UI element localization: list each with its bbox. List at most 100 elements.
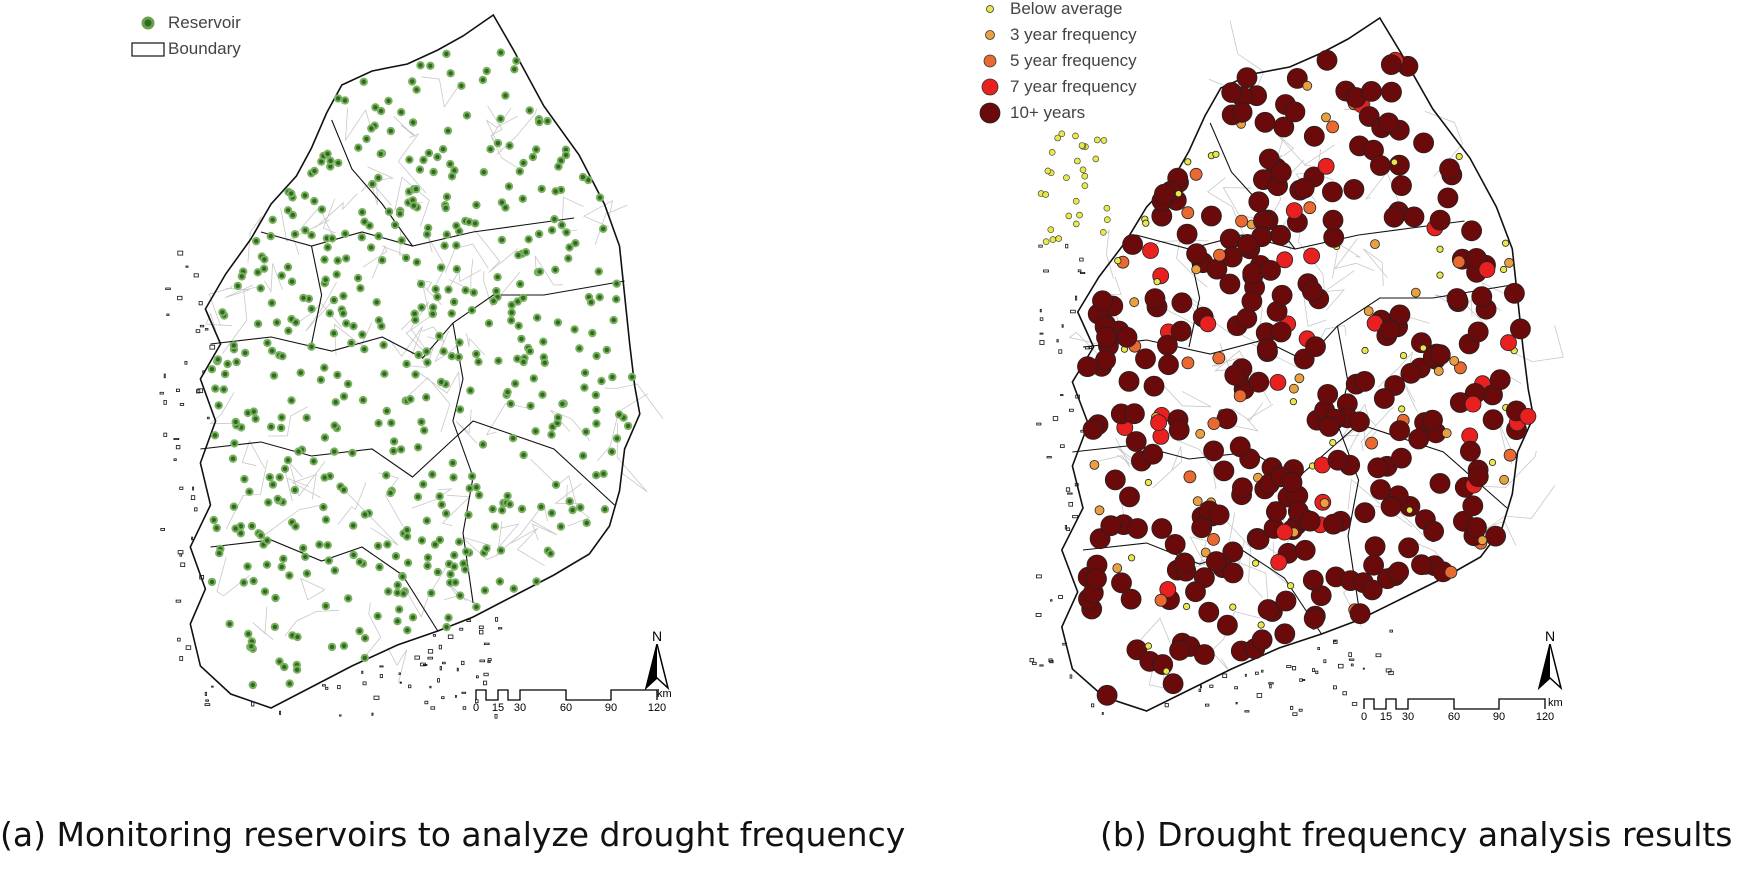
legend-label: 7 year frequency (1010, 77, 1137, 96)
reservoir-marker (341, 229, 350, 239)
10yr-marker (1321, 181, 1343, 203)
district-line (448, 259, 474, 291)
reservoir-marker (277, 271, 286, 280)
10yr-marker (1256, 338, 1278, 360)
reservoir-marker (290, 230, 300, 239)
reservoir-marker (609, 315, 618, 325)
10yr-marker (1216, 408, 1238, 430)
10yr-marker (1305, 336, 1326, 358)
7yr-dot-icon (970, 74, 1010, 100)
island (1244, 710, 1250, 713)
5yr-marker (1235, 214, 1249, 228)
reservoir-marker (264, 498, 273, 507)
scale-bar-graphic (1363, 698, 1546, 710)
reservoir-marker (540, 358, 549, 367)
island (422, 664, 428, 666)
reservoir-marker (358, 208, 367, 217)
below-average-marker (1436, 245, 1444, 253)
reservoir-marker (368, 179, 377, 189)
reservoir-marker (384, 587, 393, 596)
district-line (445, 580, 467, 602)
reservoir-marker (532, 577, 541, 586)
reservoir-marker (435, 535, 445, 545)
reservoir-marker (546, 549, 555, 558)
island (1072, 515, 1078, 519)
reservoir-marker (299, 293, 308, 303)
reservoir-marker (309, 457, 318, 466)
10yr-marker (1467, 321, 1489, 343)
10yr-marker (1361, 81, 1382, 102)
10yr-marker (1168, 419, 1190, 441)
10yr-marker (1224, 364, 1246, 386)
reservoir-marker (374, 173, 383, 183)
island (1035, 613, 1042, 617)
10yr-marker (1504, 282, 1525, 304)
reservoir-marker (497, 506, 507, 515)
island (1350, 663, 1354, 667)
island (479, 659, 486, 663)
scale-bar: 0 15 30 60 90 120 km (1358, 695, 1563, 735)
reservoir-marker (403, 558, 413, 567)
reservoir-marker (576, 503, 585, 512)
island (1234, 686, 1238, 690)
reservoir-marker (561, 150, 571, 160)
10yr-marker (1294, 539, 1316, 561)
reservoir-marker (287, 396, 296, 405)
reservoir-marker (455, 227, 464, 236)
district-line (1105, 229, 1114, 279)
reservoir-marker (435, 331, 444, 341)
reservoir-marker (457, 81, 466, 91)
reservoir-marker (287, 189, 296, 198)
district-line (284, 471, 310, 502)
reservoir-marker (252, 236, 261, 246)
reservoir-marker (443, 126, 453, 136)
reservoir-marker (247, 521, 257, 531)
reservoir-dot-icon (128, 10, 168, 36)
legend-item-7yr: 7 year frequency (970, 74, 1137, 100)
reservoir-marker (586, 298, 596, 307)
island (462, 706, 467, 710)
7yr-marker (1275, 523, 1293, 541)
island (204, 703, 211, 706)
below-average-marker (1229, 603, 1237, 611)
reservoir-marker (510, 65, 519, 74)
below-average-marker (1081, 182, 1089, 189)
island (1348, 658, 1355, 661)
island (1256, 693, 1263, 698)
reservoir-marker (223, 359, 232, 369)
reservoir-marker (386, 126, 395, 136)
below-average-marker (1144, 642, 1152, 650)
reservoir-marker (435, 492, 444, 501)
reservoir-marker (402, 359, 411, 369)
district-line (264, 263, 283, 293)
10yr-marker (1156, 334, 1178, 356)
reservoir-marker (321, 601, 330, 611)
below-average-marker (1104, 216, 1111, 223)
reservoir-marker (353, 273, 363, 283)
island (195, 329, 201, 333)
reservoir-marker (372, 298, 381, 307)
island (1039, 664, 1044, 667)
reservoir-marker (416, 279, 426, 289)
reservoir-marker (395, 209, 405, 218)
5yr-marker (1181, 356, 1195, 370)
5yr-marker (1326, 120, 1340, 134)
below-average-marker (1405, 506, 1414, 514)
reservoir-marker (360, 653, 369, 663)
below-average-marker (1142, 219, 1150, 227)
reservoir-marker (537, 502, 546, 511)
10yr-marker (1299, 510, 1321, 532)
drought-frequency-markers (1037, 49, 1537, 706)
10yr-marker (1381, 81, 1402, 103)
reservoir-marker (592, 351, 601, 361)
reservoir-marker (393, 580, 402, 590)
10yr-marker (1467, 466, 1489, 488)
below-average-marker (1329, 438, 1337, 447)
7yr-marker (1519, 407, 1537, 425)
island (447, 634, 454, 639)
legend-label: 5 year frequency (1010, 51, 1137, 70)
island (163, 400, 167, 405)
reservoir-marker (591, 390, 600, 400)
district-line (205, 312, 233, 330)
reservoir-marker (413, 443, 423, 452)
